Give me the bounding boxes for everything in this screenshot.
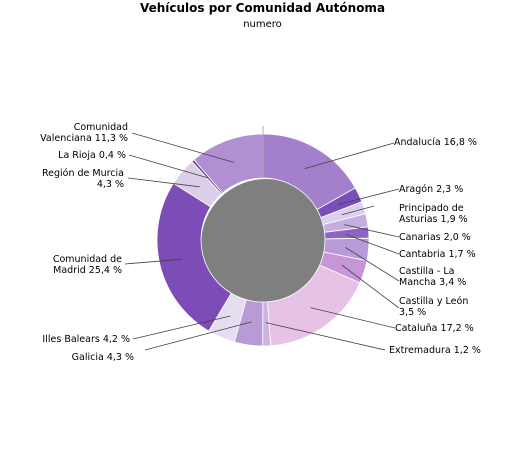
leader-canarias: [344, 224, 400, 238]
leader-cataluna: [310, 307, 396, 329]
label-aragon: Aragón 2,3 %: [399, 184, 463, 195]
label-castilla-la-mancha: Castilla - La Mancha 3,4 %: [399, 266, 466, 288]
data-labels: Andalucía 16,8 % Aragón 2,3 % Principado d…: [40, 122, 481, 363]
label-la-rioja: La Rioja 0,4 %: [58, 150, 126, 161]
label-illes-balears: Illes Balears 4,2 %: [42, 334, 130, 345]
label-region-de-murcia: Región de Murcia 4,3 %: [42, 168, 124, 190]
label-extremadura: Extremadura 1,2 %: [389, 345, 481, 356]
label-canarias: Canarias 2,0 %: [399, 232, 471, 243]
slices-layer: [156, 133, 370, 347]
leader-castilla-y-leon: [341, 264, 400, 309]
chart-subtitle: numero: [243, 19, 282, 30]
label-galicia: Galicia 4,3 %: [72, 352, 134, 363]
chart-title: Vehículos por Comunidad Autónoma: [139, 1, 386, 15]
leader-la-rioja: [128, 154, 209, 179]
label-principado-de-asturias: Principado de Asturias 1,9 %: [399, 203, 468, 225]
label-comunidad-de-madrid: Comunidad de Madrid 25,4 %: [53, 254, 122, 276]
label-cantabria: Cantabria 1,7 %: [399, 249, 476, 260]
label-castilla-y-leon: Castilla y León 3,5 %: [399, 296, 468, 318]
label-andalucia: Andalucía 16,8 %: [394, 137, 477, 148]
leader-region-de-murcia: [127, 177, 200, 188]
leader-aragon: [337, 188, 400, 205]
leader-comunidad-de-madrid: [124, 258, 183, 265]
label-comunidad-valenciana: Comunidad Valenciana 11,3 %: [40, 122, 128, 144]
leader-extremadura: [265, 322, 386, 351]
leader-castilla-la-mancha: [345, 247, 400, 282]
leader-cantabria: [345, 233, 400, 255]
label-cataluna: Cataluña 17,2 %: [395, 323, 474, 334]
leader-andalucia: [304, 142, 395, 169]
leader-comunidad-valenciana: [131, 132, 235, 163]
leader-illes-balears: [132, 315, 231, 340]
donut-inner-rim: [201, 179, 331, 309]
leader-lines: [124, 126, 400, 351]
leader-principado-de-asturias: [341, 205, 375, 216]
leader-galicia: [144, 321, 252, 351]
